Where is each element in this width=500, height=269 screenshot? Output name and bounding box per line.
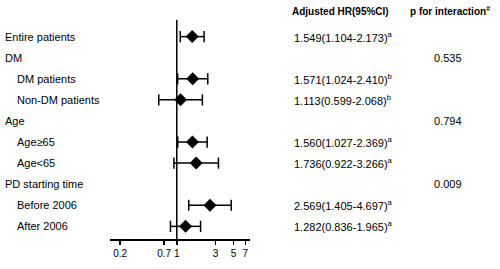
svg-text:0.794: 0.794 [434, 115, 462, 127]
svg-text:Age<65: Age<65 [17, 157, 55, 169]
svg-text:1.571(1.024-2.410)​b​: 1.571(1.024-2.410)​b​ [294, 72, 392, 86]
svg-text:Age: Age [5, 115, 25, 127]
svg-text:0.7: 0.7 [157, 248, 171, 259]
svg-text:Entire patients: Entire patients [5, 31, 76, 43]
svg-text:0.009: 0.009 [434, 178, 462, 190]
svg-text:Non-DM patients: Non-DM patients [17, 94, 100, 106]
svg-text:0.535: 0.535 [434, 52, 462, 64]
svg-text:5: 5 [231, 248, 237, 259]
svg-text:1.736(0.922-3.266)​a​: 1.736(0.922-3.266)​a​ [294, 156, 393, 170]
svg-text:2.569(1.405-4.697)​a​: 2.569(1.405-4.697)​a​ [294, 198, 393, 212]
svg-text:Age≥65: Age≥65 [17, 136, 55, 148]
svg-text:3: 3 [213, 248, 219, 259]
svg-text:DM: DM [5, 52, 22, 64]
svg-text:Before 2006: Before 2006 [17, 199, 77, 211]
svg-text:PD starting time: PD starting time [5, 178, 83, 190]
svg-text:1.282(0.836-1.965)​a​: 1.282(0.836-1.965)​a​ [294, 219, 393, 233]
svg-text:1.560(1.027-2.369)​a​: 1.560(1.027-2.369)​a​ [294, 135, 393, 149]
svg-text:7: 7 [243, 248, 249, 259]
svg-text:0.2: 0.2 [113, 248, 127, 259]
svg-text:Adjusted HR(95%CI): Adjusted HR(95%CI) [292, 6, 389, 17]
svg-text:1.113(0.599-2.068)​b​: 1.113(0.599-2.068)​b​ [294, 93, 391, 107]
svg-text:DM patients: DM patients [17, 73, 76, 85]
svg-text:1: 1 [174, 248, 180, 259]
svg-text:After 2006: After 2006 [17, 220, 68, 232]
svg-text:p for interaction​#​: p for interaction​#​ [410, 5, 490, 17]
svg-text:1.549(1.104-2.173)​a​: 1.549(1.104-2.173)​a​ [294, 30, 393, 44]
